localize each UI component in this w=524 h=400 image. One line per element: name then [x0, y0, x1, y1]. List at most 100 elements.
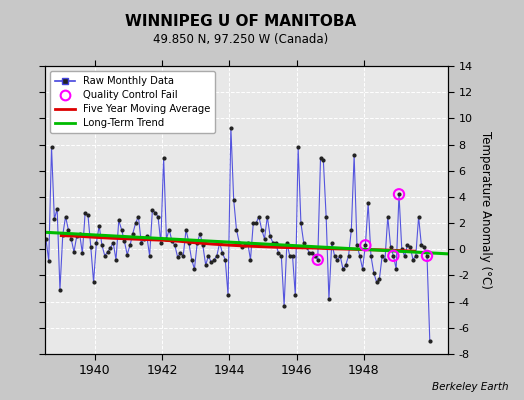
Point: [176, 250, 184, 256]
Point: [143, 233, 151, 239]
Point: [420, 244, 429, 250]
Point: [70, 249, 78, 255]
Point: [302, 244, 311, 250]
Point: [95, 222, 103, 229]
Point: [403, 242, 411, 248]
Point: [36, 250, 45, 256]
Point: [313, 256, 322, 263]
Point: [255, 213, 263, 220]
Point: [137, 240, 145, 246]
Point: [190, 266, 199, 272]
Point: [204, 253, 213, 259]
Text: WINNIPEG U OF MANITOBA: WINNIPEG U OF MANITOBA: [125, 14, 357, 29]
Point: [213, 253, 221, 259]
Point: [188, 256, 196, 263]
Point: [241, 242, 249, 248]
Y-axis label: Temperature Anomaly (°C): Temperature Anomaly (°C): [479, 131, 492, 289]
Point: [269, 240, 277, 246]
Point: [406, 244, 414, 250]
Point: [64, 226, 72, 233]
Point: [358, 266, 367, 272]
Point: [25, 230, 34, 237]
Point: [414, 213, 423, 220]
Point: [305, 250, 313, 256]
Point: [311, 253, 319, 259]
Point: [184, 240, 193, 246]
Point: [249, 220, 257, 226]
Point: [389, 253, 398, 259]
Point: [98, 242, 106, 248]
Point: [28, 211, 36, 217]
Point: [30, 253, 39, 259]
Point: [196, 230, 204, 237]
Point: [215, 240, 224, 246]
Point: [423, 253, 431, 259]
Point: [266, 233, 274, 239]
Point: [263, 213, 271, 220]
Point: [260, 236, 269, 242]
Point: [288, 253, 297, 259]
Point: [246, 256, 255, 263]
Point: [378, 253, 386, 259]
Point: [157, 240, 165, 246]
Point: [286, 253, 294, 259]
Point: [151, 210, 159, 216]
Point: [86, 244, 95, 250]
Point: [322, 213, 330, 220]
Point: [369, 270, 378, 276]
Point: [398, 246, 406, 252]
Point: [333, 256, 342, 263]
Point: [319, 157, 328, 164]
Point: [75, 230, 84, 237]
Point: [384, 213, 392, 220]
Point: [126, 242, 134, 248]
Point: [128, 230, 137, 237]
Point: [400, 253, 409, 259]
Point: [201, 262, 210, 268]
Point: [45, 258, 53, 264]
Point: [159, 154, 168, 161]
Point: [39, 245, 47, 251]
Point: [274, 250, 282, 256]
Point: [294, 144, 302, 150]
Point: [193, 240, 201, 246]
Point: [67, 236, 75, 242]
Point: [375, 276, 384, 282]
Point: [353, 242, 361, 248]
Point: [280, 302, 288, 309]
Point: [257, 226, 266, 233]
Point: [412, 253, 420, 259]
Point: [342, 262, 350, 268]
Point: [115, 217, 123, 224]
Point: [423, 253, 431, 259]
Point: [361, 242, 369, 248]
Point: [244, 240, 252, 246]
Point: [146, 253, 154, 259]
Point: [154, 213, 162, 220]
Text: Berkeley Earth: Berkeley Earth: [432, 382, 508, 392]
Point: [425, 338, 434, 344]
Point: [78, 250, 86, 256]
Point: [84, 212, 92, 218]
Point: [328, 240, 336, 246]
Point: [417, 242, 425, 248]
Point: [90, 279, 98, 285]
Point: [47, 144, 56, 150]
Point: [207, 259, 215, 266]
Point: [72, 233, 81, 239]
Point: [34, 259, 42, 266]
Point: [252, 220, 260, 226]
Point: [199, 242, 207, 248]
Point: [339, 266, 347, 272]
Point: [297, 220, 305, 226]
Point: [409, 256, 417, 263]
Point: [392, 266, 400, 272]
Point: [123, 251, 132, 258]
Point: [101, 253, 109, 259]
Point: [109, 240, 117, 246]
Point: [120, 238, 128, 245]
Point: [103, 249, 112, 255]
Point: [395, 191, 403, 198]
Legend: Raw Monthly Data, Quality Control Fail, Five Year Moving Average, Long-Term Tren: Raw Monthly Data, Quality Control Fail, …: [50, 71, 215, 133]
Point: [291, 292, 300, 298]
